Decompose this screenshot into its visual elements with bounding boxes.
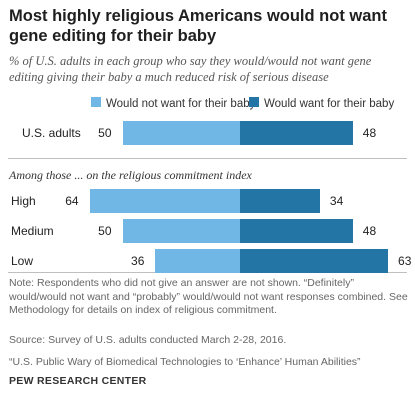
- legend-swatch-would: [249, 97, 259, 107]
- legend-swatch-would-not: [91, 97, 101, 107]
- row-label-u-s-adults: U.S. adults: [22, 126, 81, 140]
- bar-would-u-s-adults: [240, 121, 353, 145]
- section-heading: Among those ... on the religious commitm…: [9, 168, 252, 182]
- value-would-not-low: 36: [131, 254, 145, 268]
- value-would-not-medium: 50: [98, 224, 112, 238]
- chart-subtitle: % of U.S. adults in each group who say t…: [9, 54, 372, 84]
- legend-label-would-not: Would not want for their baby: [106, 98, 256, 110]
- bar-would-medium: [240, 219, 353, 243]
- divider-top: [8, 158, 407, 159]
- legend-label-would: Would want for their baby: [264, 98, 395, 110]
- value-would-high: 34: [329, 194, 344, 208]
- bar-would-low: [240, 249, 389, 273]
- row-label-low: Low: [11, 254, 34, 268]
- value-would-u-s-adults: 48: [362, 126, 377, 140]
- org-name: PEW RESEARCH CENTER: [9, 375, 147, 387]
- value-would-low: 63: [398, 254, 412, 268]
- chart-title: Most highly religious Americans would no…: [9, 7, 388, 45]
- chart-source: Source: Survey of U.S. adults conducted …: [9, 334, 287, 346]
- report-title: “U.S. Public Wary of Biomedical Technolo…: [9, 356, 361, 368]
- value-would-medium: 48: [362, 224, 377, 238]
- row-label-medium: Medium: [11, 224, 54, 238]
- bar-would-not-high: [89, 189, 240, 213]
- row-label-high: High: [11, 194, 36, 208]
- bar-would-not-medium: [122, 219, 240, 243]
- bar-would-not-u-s-adults: [122, 121, 240, 145]
- bar-would-not-low: [155, 249, 240, 273]
- chart-note: Note: Respondents who did not give an an…: [9, 277, 408, 316]
- value-would-not-high: 64: [65, 194, 79, 208]
- bar-would-high: [240, 189, 320, 213]
- value-would-not-u-s-adults: 50: [98, 126, 112, 140]
